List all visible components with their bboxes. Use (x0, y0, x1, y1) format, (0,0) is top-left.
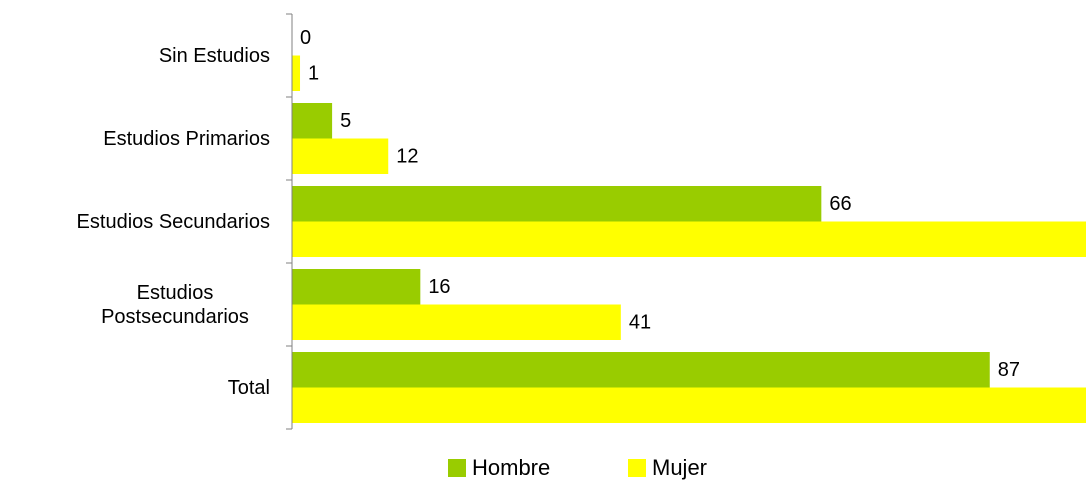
bar (292, 186, 822, 222)
bar (292, 103, 333, 139)
bar (292, 55, 301, 91)
value-label: 0 (300, 27, 311, 49)
legend-swatch (448, 459, 466, 477)
category-label: Sin Estudios (158, 44, 270, 67)
category-label: Estudios Secundarios (76, 210, 270, 233)
legend-label: Mujer (652, 455, 707, 480)
value-label: 1 (308, 63, 319, 85)
category-label: Estudios Postsecundarios (101, 281, 249, 328)
value-label: 5 (340, 110, 351, 132)
plot-area: 0566168711210041154 (292, 27, 1086, 423)
value-label: 66 (829, 193, 851, 215)
value-label: 87 (998, 359, 1020, 381)
bar (292, 304, 621, 340)
value-label: 16 (428, 276, 450, 298)
category-label: Estudios Primarios (103, 127, 270, 150)
bar (292, 269, 421, 305)
legend-label: Hombre (472, 455, 550, 480)
bar (292, 221, 1086, 257)
category-label: Total (227, 376, 270, 399)
value-label: 41 (629, 312, 651, 334)
legend-swatch (628, 459, 646, 477)
bar (292, 138, 389, 174)
bar (292, 387, 1086, 423)
value-label: 12 (396, 146, 418, 168)
bar (292, 352, 990, 388)
